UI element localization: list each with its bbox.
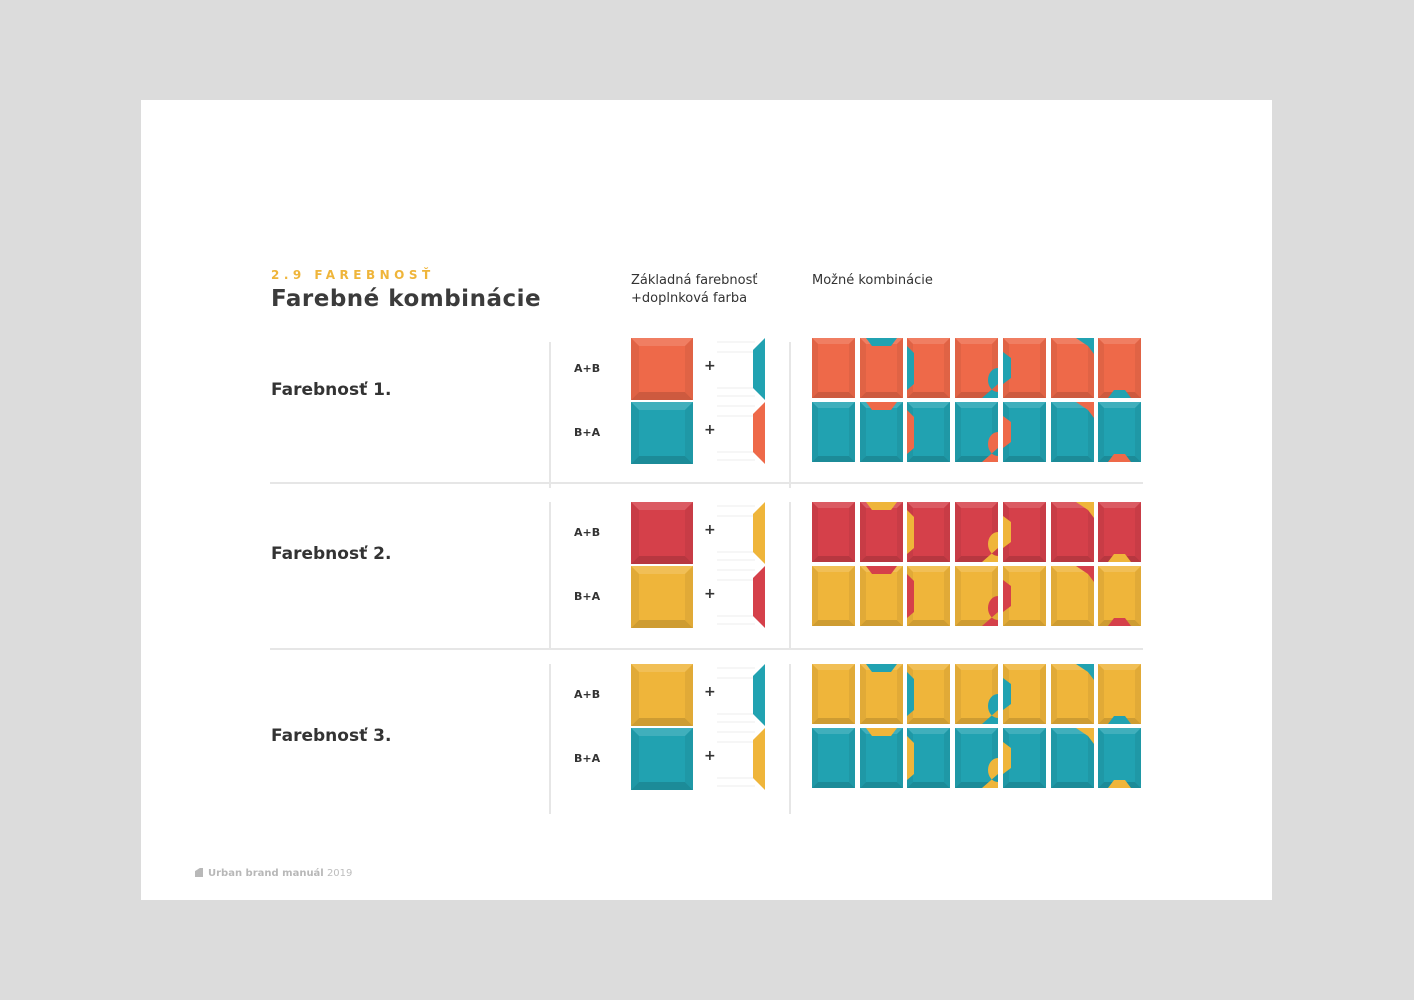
combination-tile xyxy=(955,338,999,402)
combination-tile xyxy=(1002,402,1046,466)
page-title: Farebné kombinácie xyxy=(271,286,542,312)
combination-tile xyxy=(955,502,999,566)
plus-sign: + xyxy=(704,358,716,374)
row-label: Farebnosť 1. xyxy=(271,380,392,400)
base-color-swatch xyxy=(631,338,693,404)
base-color-swatch xyxy=(631,502,693,568)
combination-tile xyxy=(1050,502,1094,566)
footer: Urban brand manuál 2019 xyxy=(195,868,352,879)
combination-tile xyxy=(812,664,855,728)
plus-sign: + xyxy=(704,684,716,700)
accent-color-sample xyxy=(715,502,767,568)
color-row: Farebnosť 2. A+B + B+A + xyxy=(141,502,1272,650)
combination-tile xyxy=(859,566,903,630)
column-divider xyxy=(549,342,551,488)
combination-tile xyxy=(907,728,951,792)
combination-tile xyxy=(859,728,903,792)
plus-sign: + xyxy=(704,422,716,438)
combination-tile xyxy=(1098,664,1142,728)
combo-label: A+B xyxy=(574,688,601,701)
combination-tile xyxy=(907,566,951,630)
manual-page: 2.9 FAREBNOSŤ Farebné kombinácie Základn… xyxy=(141,100,1272,900)
column-divider xyxy=(789,342,791,488)
base-color-swatch xyxy=(631,402,693,468)
color-row: Farebnosť 1. A+B + B+A + xyxy=(141,338,1272,488)
combination-tile xyxy=(955,728,999,792)
combination-tile xyxy=(1050,728,1094,792)
base-color-swatch xyxy=(631,664,693,730)
combination-tile xyxy=(1098,566,1142,630)
combination-tile xyxy=(812,566,855,630)
accent-color-sample xyxy=(715,402,767,468)
section-kicker: 2.9 FAREBNOSŤ xyxy=(271,268,435,282)
combination-tile xyxy=(907,402,951,466)
base-color-swatch xyxy=(631,566,693,632)
combo-label: B+A xyxy=(574,752,601,765)
accent-color-sample xyxy=(715,664,767,730)
column-divider xyxy=(789,664,791,814)
combo-label: B+A xyxy=(574,590,601,603)
combination-tile xyxy=(1098,502,1142,566)
column-divider xyxy=(549,664,551,814)
combination-tile xyxy=(1002,664,1046,728)
combo-label: A+B xyxy=(574,526,601,539)
color-row: Farebnosť 3. A+B + B+A + xyxy=(141,664,1272,814)
combination-tile xyxy=(859,338,903,402)
combination-tile xyxy=(1050,402,1094,466)
combination-tile xyxy=(812,728,855,792)
plus-sign: + xyxy=(704,522,716,538)
column-header-base-line1: Základná farebnosť xyxy=(631,273,758,288)
combination-tile xyxy=(1002,338,1046,402)
combination-tile xyxy=(1050,664,1094,728)
column-divider xyxy=(549,502,551,648)
column-divider xyxy=(789,502,791,648)
accent-color-sample xyxy=(715,338,767,404)
urban-logo-icon xyxy=(195,868,203,877)
combination-tile xyxy=(859,502,903,566)
combination-tile xyxy=(812,338,855,402)
column-header-base: Základná farebnosť +doplnková farba xyxy=(631,272,801,308)
combination-tile xyxy=(955,566,999,630)
combination-tile xyxy=(812,502,855,566)
column-header-combinations: Možné kombinácie xyxy=(812,273,933,288)
combination-tile xyxy=(1098,728,1142,792)
combo-label: A+B xyxy=(574,362,601,375)
footer-year: 2019 xyxy=(326,868,353,879)
combination-tile xyxy=(859,402,903,466)
combination-tile xyxy=(1098,402,1142,466)
combination-tile xyxy=(907,664,951,728)
combo-label: B+A xyxy=(574,426,601,439)
combination-tile xyxy=(1050,566,1094,630)
row-divider xyxy=(270,648,1143,650)
row-divider xyxy=(270,482,1143,484)
plus-sign: + xyxy=(704,748,716,764)
column-header-base-line2: +doplnková farba xyxy=(631,291,748,306)
combination-tile xyxy=(1050,338,1094,402)
accent-color-sample xyxy=(715,728,767,794)
combination-tile xyxy=(907,338,951,402)
combination-tile xyxy=(1098,338,1142,402)
plus-sign: + xyxy=(704,586,716,602)
combination-tile xyxy=(907,502,951,566)
accent-color-sample xyxy=(715,566,767,632)
combination-tile xyxy=(955,402,999,466)
combination-tile xyxy=(812,402,855,466)
row-label: Farebnosť 2. xyxy=(271,544,392,564)
combination-tile xyxy=(1002,566,1046,630)
footer-brand: Urban brand manuál xyxy=(208,868,324,879)
base-color-swatch xyxy=(631,728,693,794)
row-label: Farebnosť 3. xyxy=(271,726,392,746)
combination-tile xyxy=(1002,502,1046,566)
combination-tile xyxy=(1002,728,1046,792)
combination-tile xyxy=(955,664,999,728)
combination-tile xyxy=(859,664,903,728)
